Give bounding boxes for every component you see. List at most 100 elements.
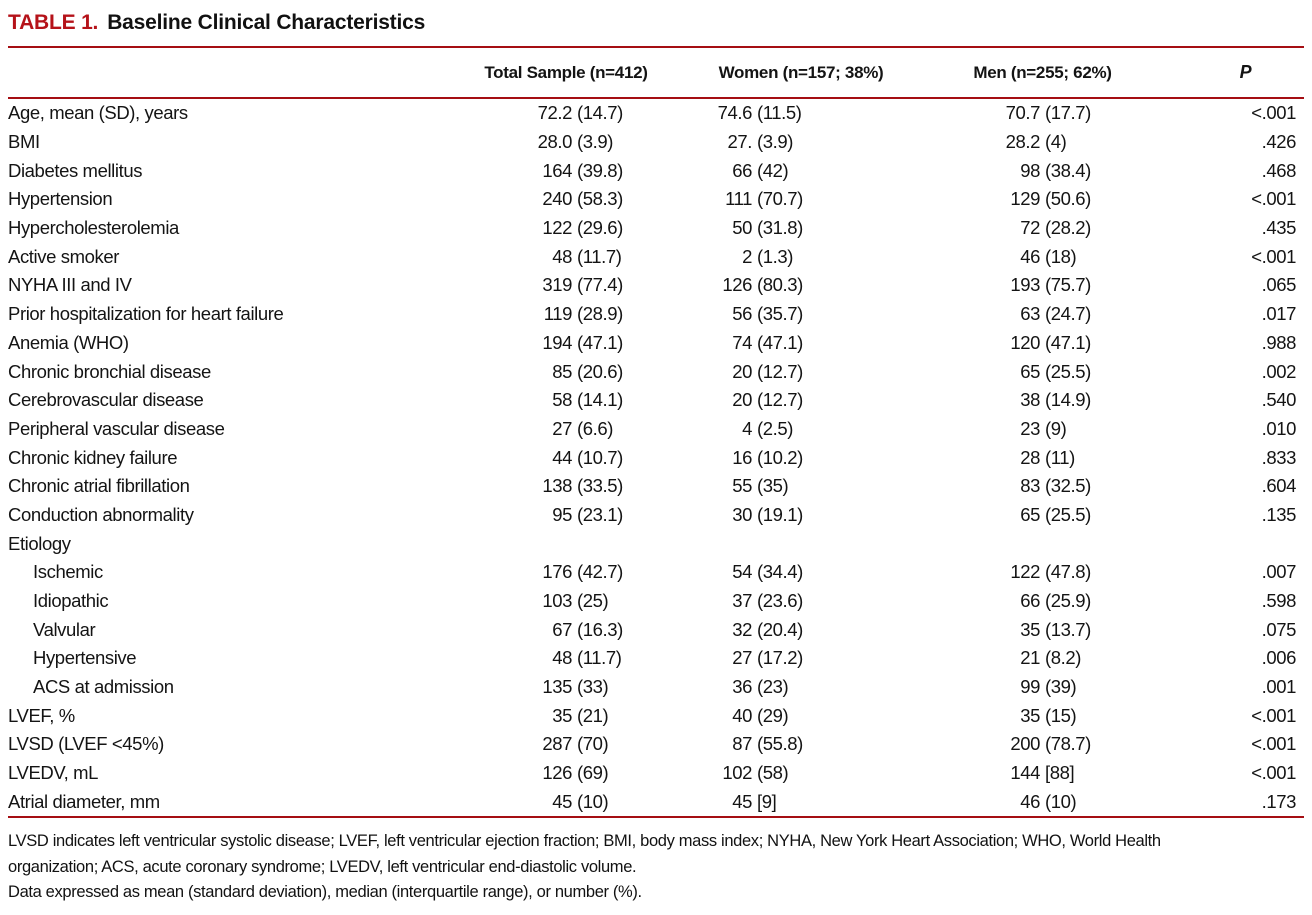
value-dispersion: (10.2) <box>757 446 803 468</box>
value-number: 4 <box>742 417 752 439</box>
table-row: Atrial diameter, mm 45 (10) 45 [9] 46 (10) .173 <box>8 788 1304 817</box>
cell-p-value: <.001 <box>1251 245 1296 267</box>
footnote-line: Data expressed as mean (standard deviati… <box>8 883 642 902</box>
value-number: 36 <box>732 676 752 698</box>
cell-p-value: .135 <box>1261 503 1297 525</box>
row-label: Chronic kidney failure <box>8 446 178 468</box>
cell-women: 32 (20.4) <box>672 619 930 641</box>
table-row: Hypercholesterolemia 122 (29.6) 50 (31.8) 72(… <box>8 214 1304 243</box>
row-label: ACS at admission <box>33 676 174 698</box>
table-row: Peripheral vascular disease 27 (6.6) 4 (2.5)… <box>8 415 1304 444</box>
value-dispersion: (15) <box>1045 704 1077 726</box>
cell-women: 74.6 (11.5) <box>672 102 930 124</box>
row-label: LVEF, % <box>8 704 75 726</box>
value-number: 48 <box>552 647 572 669</box>
cell-men: 120 (47.1) <box>930 332 1155 354</box>
value-number: 32 <box>732 618 752 640</box>
cell-women: 30 (19.1) <box>672 504 930 526</box>
value-number: 27 <box>732 647 752 669</box>
footnote-line: LVSD indicates left ventricular systolic… <box>8 832 1161 851</box>
cell-women: 45 [9] <box>672 791 930 813</box>
value-dispersion: (28.9) <box>577 303 623 325</box>
cell-women: 56 (35.7) <box>672 303 930 325</box>
cell-total-sample: 85 (20.6) <box>460 361 672 383</box>
cell-women: 55 (35) <box>672 475 930 497</box>
cell-women: 27. (3.9) <box>672 131 930 153</box>
cell-p-value: <.001 <box>1251 762 1296 784</box>
table-row: Chronic atrial fibrillation 138 (33.5) 55 (3… <box>8 472 1304 501</box>
row-label: Idiopathic <box>33 590 109 612</box>
row-label: Chronic atrial fibrillation <box>8 475 190 497</box>
value-dispersion: (75.7) <box>1045 274 1091 296</box>
value-number: 55 <box>732 475 752 497</box>
value-dispersion: (16.3) <box>577 618 623 640</box>
cell-p-value: .017 <box>1261 303 1297 325</box>
value-dispersion: (10.7) <box>577 446 623 468</box>
cell-total-sample: 58 (14.1) <box>460 389 672 411</box>
value-dispersion: (47.8) <box>1045 561 1091 583</box>
cell-men: 46 (10) <box>930 791 1155 813</box>
table-header-row: Total Sample (n=412) Women (n=157; 38%) … <box>8 48 1304 97</box>
value-dispersion: (78.7) <box>1045 733 1091 755</box>
value-dispersion: (47.1) <box>757 331 803 353</box>
cell-women: 36 (23) <box>672 676 930 698</box>
value-dispersion: (35) <box>757 475 789 497</box>
cell-women: 20 (12.7) <box>672 361 930 383</box>
value-dispersion: (55.8) <box>757 733 803 755</box>
value-dispersion: (8.2) <box>1045 647 1082 669</box>
value-number: 83 <box>1020 475 1040 497</box>
value-number: 164 <box>542 159 572 181</box>
value-number: 176 <box>542 561 572 583</box>
value-number: 58 <box>552 389 572 411</box>
table-row: BMI 28.0 (3.9) 27. (3.9) 28.2 (4) .426 <box>8 128 1304 157</box>
value-number: 63 <box>1020 303 1040 325</box>
cell-women: 37 (23.6) <box>672 590 930 612</box>
cell-men: 46 (18) <box>930 246 1155 268</box>
value-number: 319 <box>542 274 572 296</box>
value-dispersion: (38.4) <box>1045 159 1091 181</box>
table-row: Chronic kidney failure 44 (10.7) 16 (10.2) 28… <box>8 443 1304 472</box>
cell-women: 2 (1.3) <box>672 246 930 268</box>
value-dispersion: (17.2) <box>757 647 803 669</box>
cell-total-sample: 194 (47.1) <box>460 332 672 354</box>
header-women: Women (n=157; 38%) <box>718 62 884 82</box>
value-number: 126 <box>542 762 572 784</box>
value-dispersion: (47.1) <box>1045 331 1091 353</box>
row-label: Active smoker <box>8 245 119 267</box>
value-number: 111 <box>725 188 752 210</box>
table-row: Chronic bronchial disease 85 (20.6) 20 (12.7… <box>8 357 1304 386</box>
cell-total-sample: 240 (58.3) <box>460 188 672 210</box>
table-row: Hypertensive 48 (11.7) 27 (17.2) 21 (8.2) .006 <box>8 644 1304 673</box>
value-number: 65 <box>1020 503 1040 525</box>
cell-men: 70.7 (17.7) <box>930 102 1155 124</box>
table-title: TABLE 1. Baseline Clinical Characteristi… <box>8 8 1304 46</box>
value-number: 44 <box>552 446 572 468</box>
value-number: 240 <box>542 188 572 210</box>
value-dispersion: (6.6) <box>577 417 614 439</box>
value-dispersion: (35.7) <box>757 303 803 325</box>
cell-total-sample: 48 (11.7) <box>460 647 672 669</box>
row-label: Prior hospitalization for heart failure <box>8 303 284 325</box>
table-row: Valvular 67 (16.3) 32 (20.4) 35 (13.7) .075 <box>8 615 1304 644</box>
value-number: 48 <box>552 245 572 267</box>
cell-p-value: <.001 <box>1251 102 1296 124</box>
value-number: 66 <box>732 159 752 181</box>
value-dispersion: (42.7) <box>577 561 623 583</box>
row-label: Diabetes mellitus <box>8 159 143 181</box>
cell-p-value: .173 <box>1261 790 1297 812</box>
footnote-line: organization; ACS, acute coronary syndro… <box>8 857 637 876</box>
cell-p-value: .006 <box>1261 647 1297 669</box>
cell-p-value: .075 <box>1261 618 1297 640</box>
table-footnotes: LVSD indicates left ventricular systolic… <box>8 829 1304 906</box>
value-dispersion: (23.1) <box>577 503 623 525</box>
value-number: 37 <box>732 590 752 612</box>
table-row: Diabetes mellitus 164 (39.8) 66 (42) 98 (38.4)… <box>8 156 1304 185</box>
table-number: TABLE 1. <box>8 11 99 34</box>
table-row: Age, mean (SD), years 72.2 (14.7) 74.6 (11.5… <box>8 99 1304 128</box>
value-number: 45 <box>732 790 752 812</box>
value-dispersion: (29.6) <box>577 217 623 239</box>
cell-men: 122 (47.8) <box>930 561 1155 583</box>
table-row: Cerebrovascular disease 58 (14.1) 20 (12.7) 3… <box>8 386 1304 415</box>
row-label: Valvular <box>33 618 96 640</box>
value-number: 194 <box>542 331 572 353</box>
